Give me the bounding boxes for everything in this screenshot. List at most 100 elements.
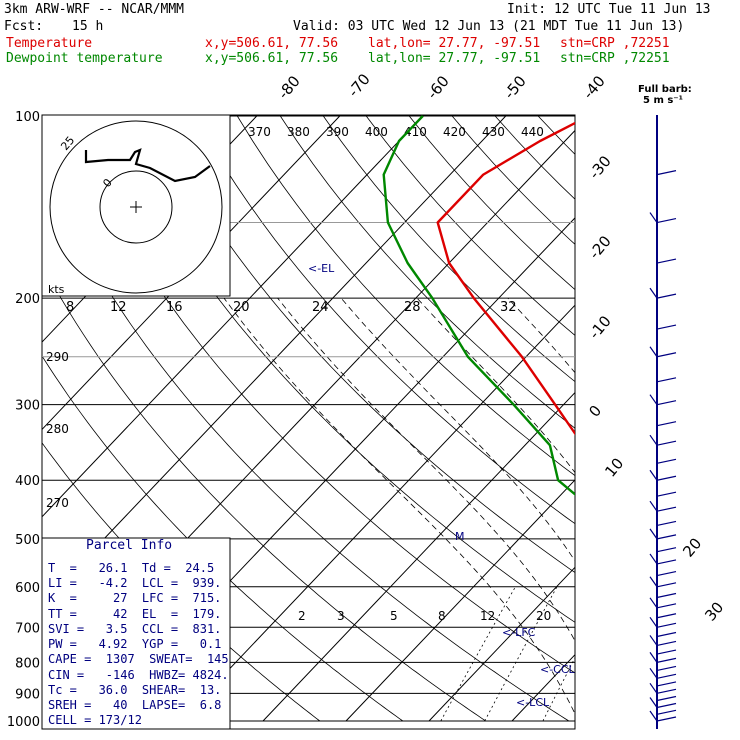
dry-adiabat [624, 116, 740, 721]
hodograph-units: kts [48, 283, 65, 296]
dry-adiabat [365, 115, 575, 336]
wind-barb [656, 559, 677, 565]
isotherm-label: -50 [500, 72, 530, 102]
barb-legend-subtitle: 5 m s⁻¹ [643, 95, 683, 106]
parcel-row: PW = 4.92 YGP = 0.1 [48, 637, 222, 651]
wind-barb-flag [649, 528, 658, 540]
pressure-tick-label: 400 [15, 474, 40, 489]
isotherm [345, 479, 575, 722]
wind-barb [656, 547, 677, 553]
wind-barb [656, 258, 677, 264]
wind-barb-flag [649, 394, 658, 406]
parcel-row: K = 27 LFC = 715. [48, 591, 222, 605]
wind-barb [656, 440, 677, 446]
thetae-label: 32 [500, 300, 517, 315]
profiles [382, 115, 575, 496]
isotherm [595, 116, 740, 721]
wind-barb [656, 217, 677, 224]
hodograph: 25 0 kts [41, 114, 231, 297]
thetae-label: 8 [66, 300, 74, 315]
wind-barb [656, 631, 677, 638]
wind-barb-flag [649, 652, 658, 663]
isotherm-label: -70 [344, 70, 374, 100]
theta-label: 400 [365, 125, 388, 139]
dry-adiabat [537, 115, 575, 155]
wind-barb [656, 400, 677, 406]
mixing-ratio-label: 3 [337, 609, 345, 623]
isotherm [262, 391, 575, 722]
theta-label: 380 [287, 125, 310, 139]
wind-barb-flag [649, 212, 658, 223]
thetae-label: 16 [166, 300, 183, 315]
wind-barb [656, 640, 677, 646]
forecast-label: Fcst: [4, 19, 44, 34]
mixing-ratio-label: 20 [536, 609, 551, 623]
dewpoint-profile [382, 115, 575, 496]
barb-legend-title: Full barb: [638, 84, 692, 95]
pressure-tick-label: 600 [15, 581, 40, 596]
isotherm [511, 653, 575, 722]
theta-label: 270 [46, 496, 69, 510]
wind-barb [656, 702, 677, 709]
wind-barb-flag [649, 635, 658, 646]
lfc-marker: <-LFC [502, 626, 536, 639]
wind-barb [656, 421, 677, 427]
wind-barb-flag [649, 346, 658, 358]
pressure-tick-label: 100 [15, 110, 40, 125]
wind-barb-flag [649, 697, 658, 708]
wind-barb-flag [649, 553, 658, 565]
dry-adiabat [151, 115, 575, 574]
pressure-tick-label: 900 [15, 687, 40, 702]
dewpoint-legend-label: Dewpoint temperature [6, 51, 163, 66]
theta-label: 290 [46, 350, 69, 364]
wind-barb [656, 649, 677, 655]
temperature-legend-label: Temperature [6, 36, 93, 51]
wind-barb [656, 695, 677, 702]
wind-barb [656, 352, 677, 358]
wind-barb [656, 491, 677, 497]
wind-barb [656, 688, 677, 694]
mixing-ratio-line [440, 586, 516, 722]
wind-barb [656, 603, 677, 609]
wind-barb [656, 657, 677, 663]
theta-label: 390 [326, 125, 349, 139]
isotherm-label: -30 [585, 152, 615, 182]
forecast-hour: 15 h [72, 19, 104, 34]
thetae-label: 12 [110, 300, 127, 315]
init-time: Init: 12 UTC Tue 11 Jun 13 [507, 2, 711, 17]
wind-barb [656, 571, 677, 577]
wind-barb [656, 622, 677, 628]
wind-barb [656, 170, 677, 176]
isotherm-label: -40 [579, 72, 609, 102]
wind-barb-flag [649, 667, 658, 679]
dewpoint-station: stn=CRP ,72251 [560, 51, 670, 66]
parcel-info-title: Parcel Info [86, 538, 173, 553]
parcel-row: CIN = -146 HWBZ= 4824. [48, 668, 229, 682]
isotherm [428, 566, 575, 722]
moist-adiabat [716, 298, 740, 721]
wind-barb-flag [649, 287, 658, 299]
theta-label: 440 [521, 125, 544, 139]
isotherm-label: -20 [585, 232, 615, 262]
wind-barb [656, 716, 677, 722]
moist-adiabat [507, 297, 575, 374]
parcel-row: LI = -4.2 LCL = 939. [48, 576, 222, 590]
dry-adiabat [710, 116, 740, 721]
wind-barb [656, 293, 677, 299]
wind-barb [656, 377, 677, 383]
mixing-ratio-lines [440, 586, 575, 722]
wind-barb [656, 458, 677, 464]
isotherm-labels: -80 -70 -60 -50 -40 -30 -20 -10 0 10 20 30 [274, 70, 727, 624]
wind-barb [656, 475, 677, 481]
pressure-tick-label: 1000 [7, 715, 40, 730]
mixing-ratio-line [542, 656, 575, 722]
parcel-row: Tc = 36.0 SHEAR= 13. [48, 683, 222, 697]
mixing-ratio-label: 5 [390, 609, 398, 623]
wind-barb-flag [649, 710, 658, 722]
wind-barb [656, 520, 677, 526]
pressure-tick-label: 200 [15, 292, 40, 307]
wind-barb [656, 534, 677, 540]
parcel-row: T = 26.1 Td = 24.5 [48, 561, 215, 575]
